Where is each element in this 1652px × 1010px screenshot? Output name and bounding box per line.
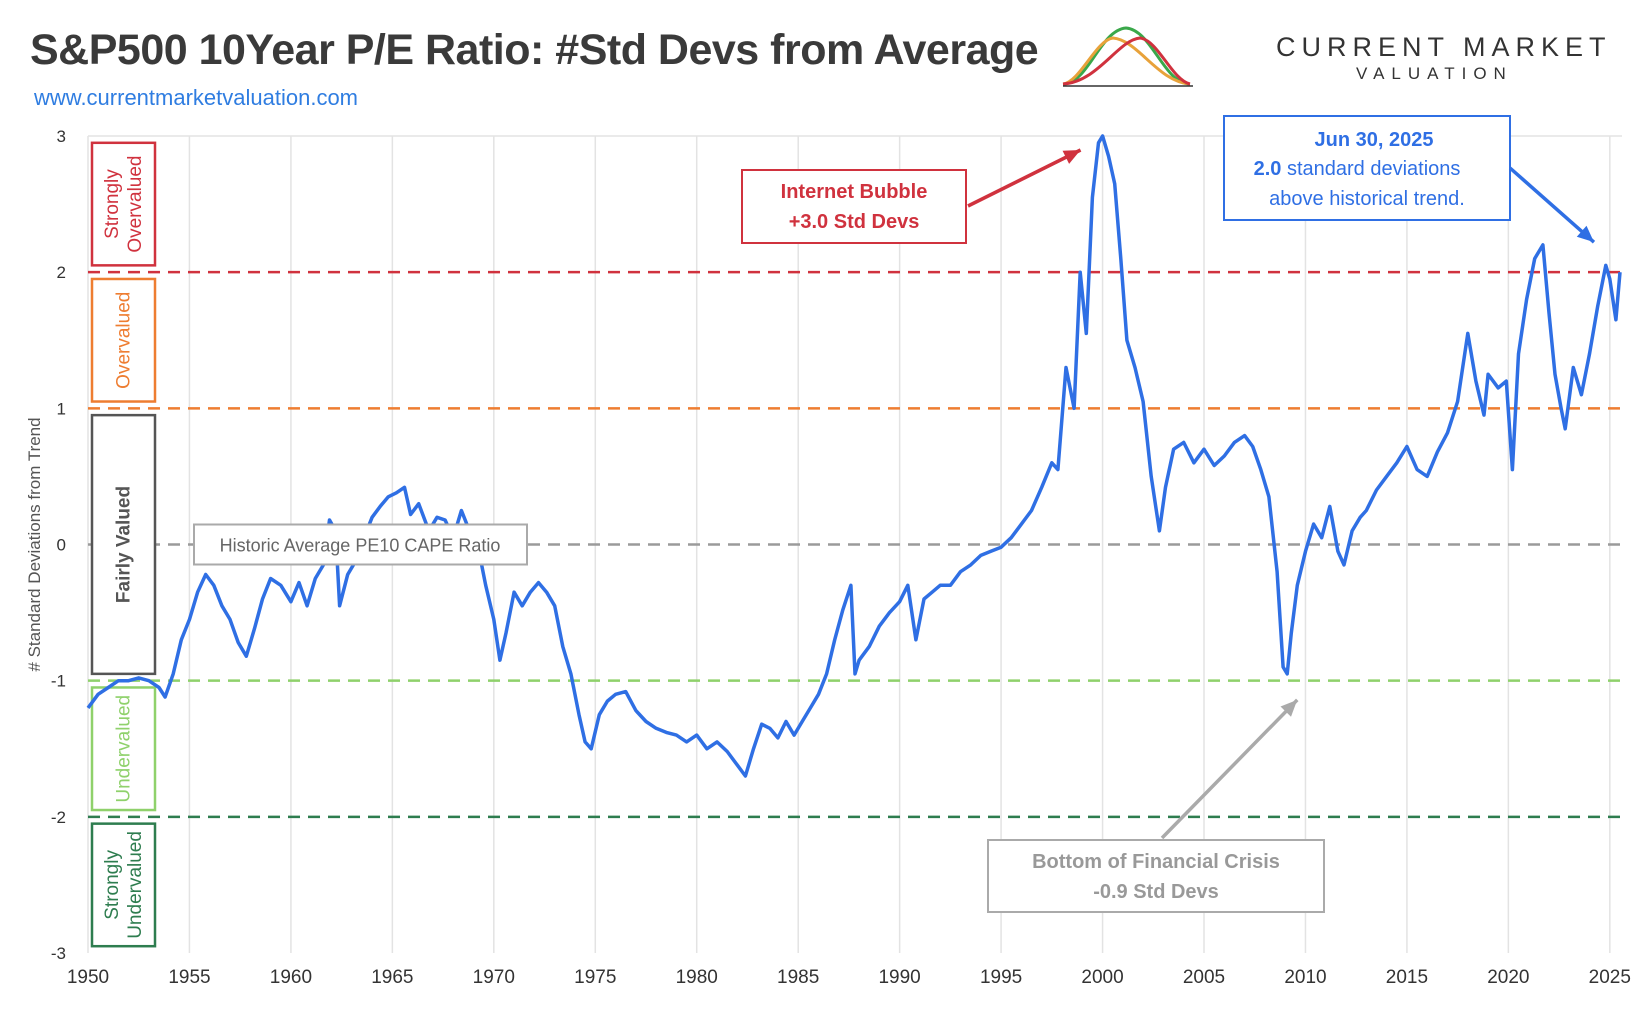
zone-label-strongly_overvalued-line0: Strongly bbox=[102, 169, 123, 239]
x-tick-label-1960: 1960 bbox=[270, 967, 312, 988]
x-tick-label-1970: 1970 bbox=[473, 967, 515, 988]
series-line-cape bbox=[86, 134, 1622, 778]
x-tick-label-1965: 1965 bbox=[371, 967, 413, 988]
y-tick-label--2: -2 bbox=[51, 808, 66, 827]
logo-text-current-market: CURRENT MARKET bbox=[1276, 32, 1612, 62]
zone-label-overvalued-line0: Overvalued bbox=[114, 292, 135, 389]
zone-label-strongly_undervalued-line1: Undervalued bbox=[125, 831, 146, 939]
logo-text-valuation: VALUATION bbox=[1356, 64, 1513, 83]
average-label-box bbox=[193, 523, 528, 566]
zone-label-undervalued-line0: Undervalued bbox=[114, 695, 135, 803]
bubble-arrow-head bbox=[1062, 150, 1081, 164]
latest-annotation-line1: Jun 30, 2025 bbox=[1315, 129, 1434, 151]
latest-annotation-line3: above historical trend. bbox=[1269, 188, 1465, 210]
website-link[interactable]: www.currentmarketvaluation.com bbox=[34, 85, 359, 110]
logo-mark-icon bbox=[1062, 26, 1193, 87]
x-tick-label-2000: 2000 bbox=[1081, 967, 1123, 988]
crisis-annotation-box bbox=[987, 839, 1325, 913]
bubble-annotation-line2: +3.0 Std Devs bbox=[789, 211, 920, 233]
x-tick-label-1975: 1975 bbox=[574, 967, 616, 988]
y-tick-label-0: 0 bbox=[57, 536, 66, 555]
crisis-arrow-head bbox=[1280, 699, 1298, 717]
crisis-arrow bbox=[1160, 698, 1299, 840]
zone-box-undervalued bbox=[90, 686, 157, 812]
y-tick-label-2: 2 bbox=[57, 263, 66, 282]
zone-box-strongly_undervalued bbox=[90, 822, 157, 948]
latest-arrow bbox=[1508, 166, 1596, 244]
y-tick-label--3: -3 bbox=[51, 944, 66, 963]
y-tick-label-3: 3 bbox=[57, 127, 66, 146]
zone-label-strongly_overvalued-line1: Overvalued bbox=[125, 155, 146, 252]
zone-label-strongly_undervalued-line0: Strongly bbox=[102, 850, 123, 920]
bubble-annotation-box bbox=[741, 169, 967, 244]
zone-label-fairly_valued-line0: Fairly Valued bbox=[114, 486, 135, 603]
x-tick-label-2010: 2010 bbox=[1284, 967, 1326, 988]
x-tick-label-1990: 1990 bbox=[878, 967, 920, 988]
zone-box-strongly_overvalued bbox=[90, 141, 157, 267]
crisis-annotation-line2: -0.9 Std Devs bbox=[1093, 881, 1219, 903]
latest-annotation-box bbox=[1223, 115, 1511, 221]
reference-lines bbox=[88, 270, 1622, 819]
x-tick-label-1980: 1980 bbox=[676, 967, 718, 988]
x-tick-label-2015: 2015 bbox=[1386, 967, 1428, 988]
latest-annotation-rest: standard deviations bbox=[1281, 158, 1460, 180]
latest-annotation-line2: 2.0 standard deviations bbox=[1254, 158, 1461, 180]
axis-labels: 1950 1955 1960 1965 1970 1975 1980 1985 1990 1995… bbox=[25, 127, 1631, 988]
x-tick-label-1995: 1995 bbox=[980, 967, 1022, 988]
chart-title: S&P500 10Year P/E Ratio: #Std Devs from … bbox=[30, 26, 1039, 74]
latest-annotation-value: 2.0 bbox=[1254, 158, 1282, 180]
x-tick-label-1955: 1955 bbox=[168, 967, 210, 988]
bubble-annotation-line1: Internet Bubble bbox=[781, 181, 928, 203]
y-axis-label: # Standard Deviations from Trend bbox=[25, 417, 44, 671]
y-tick-label--1: -1 bbox=[51, 672, 66, 691]
x-tick-label-2020: 2020 bbox=[1487, 967, 1529, 988]
data-line-layer bbox=[86, 134, 1622, 778]
zone-box-fairly_valued bbox=[90, 413, 157, 676]
crisis-annotation-line1: Bottom of Financial Crisis bbox=[1032, 851, 1280, 873]
x-tick-label-1985: 1985 bbox=[777, 967, 819, 988]
x-tick-label-2025: 2025 bbox=[1589, 967, 1631, 988]
x-tick-label-1950: 1950 bbox=[67, 967, 109, 988]
bubble-arrow bbox=[967, 148, 1082, 208]
x-tick-label-2005: 2005 bbox=[1183, 967, 1225, 988]
y-tick-label-1: 1 bbox=[57, 399, 66, 418]
average-label: Historic Average PE10 CAPE Ratio bbox=[220, 536, 501, 556]
annotations: Historic Average PE10 CAPE Ratio Internet… bbox=[193, 115, 1596, 913]
zone-box-overvalued bbox=[90, 277, 157, 403]
latest-arrow-head bbox=[1576, 225, 1594, 243]
